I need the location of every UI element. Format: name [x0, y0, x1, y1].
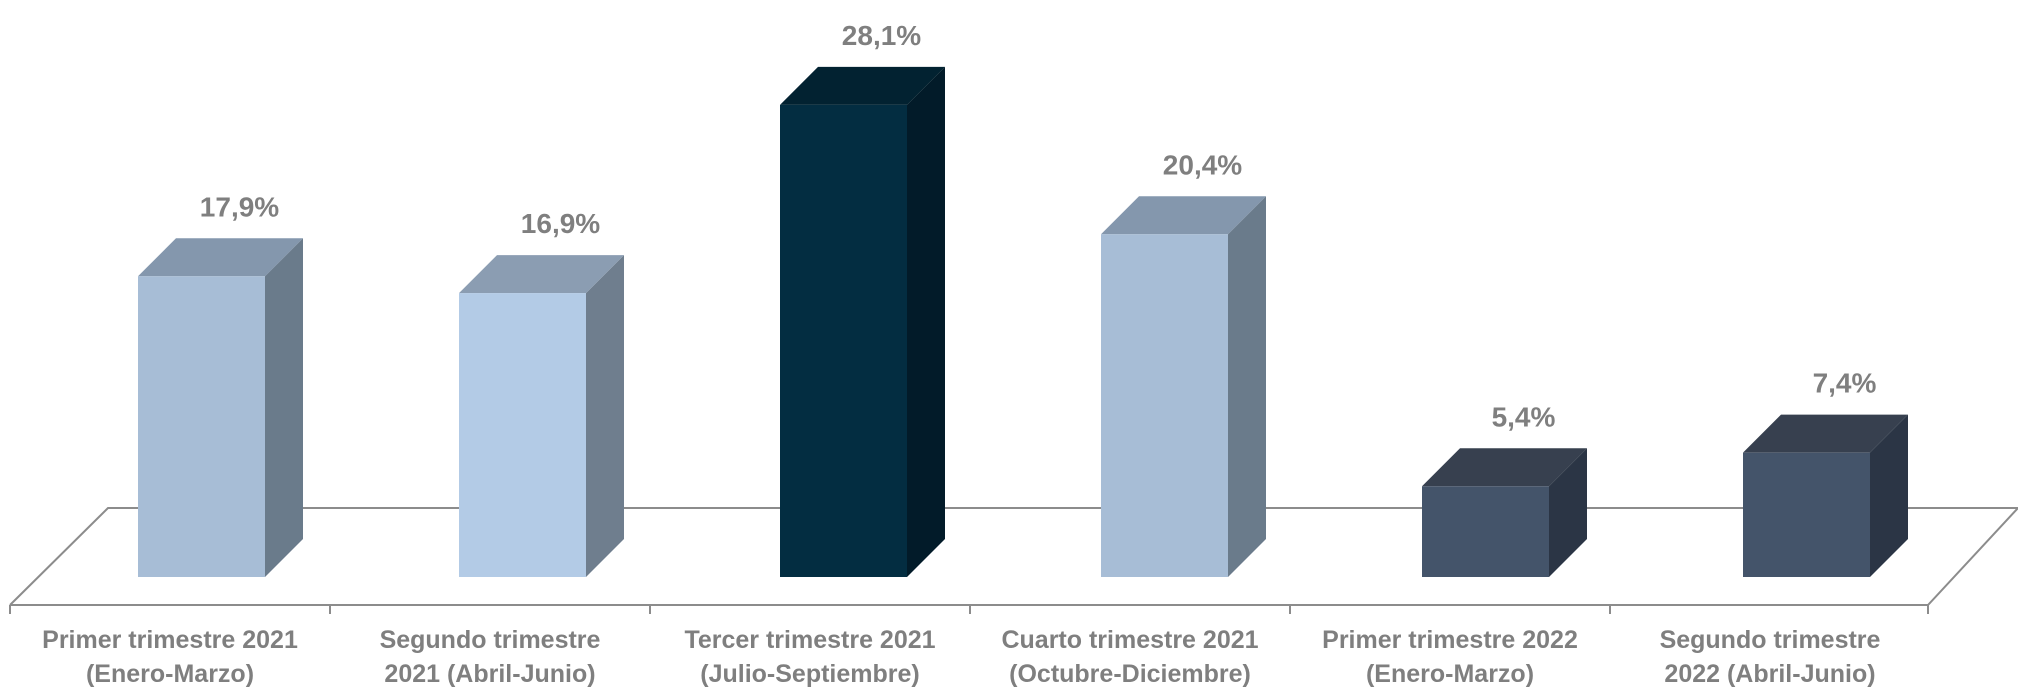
category-label: Primer trimestre 2022	[1322, 626, 1578, 654]
category-label: Cuarto trimestre 2021	[1001, 626, 1258, 654]
bar-side	[1228, 196, 1266, 577]
category-label: (Julio-Septiembre)	[700, 660, 919, 688]
bar-front	[780, 104, 907, 578]
data-label: 17,9%	[200, 191, 279, 222]
category-label: Segundo trimestre	[1660, 626, 1881, 654]
data-label: 5,4%	[1492, 401, 1556, 432]
data-label: 7,4%	[1813, 368, 1877, 399]
bars	[138, 66, 1908, 578]
bar	[138, 238, 303, 577]
bar-top	[1422, 448, 1587, 487]
bar	[780, 66, 945, 578]
chart-floor	[9, 507, 2018, 614]
bar-front	[1743, 452, 1870, 577]
bar	[1743, 414, 1908, 577]
bar-front	[459, 293, 586, 577]
category-labels: Primer trimestre 2021 (Enero-Marzo) Segund…	[42, 626, 1880, 688]
bar-top	[1101, 196, 1266, 235]
floor-outline	[9, 507, 2018, 606]
category-label: Segundo trimestre	[380, 626, 601, 654]
data-label: 20,4%	[1163, 149, 1242, 180]
bar-top	[459, 255, 624, 294]
bar-top	[780, 66, 945, 105]
bar-side	[1870, 414, 1908, 577]
bar-side	[265, 238, 303, 577]
category-label: 2021 (Abril-Junio)	[384, 660, 595, 688]
bar-side	[1549, 448, 1587, 577]
category-label: (Octubre-Diciembre)	[1009, 660, 1251, 688]
bar	[1101, 196, 1266, 577]
data-label: 16,9%	[521, 208, 600, 239]
bar-front	[1422, 486, 1549, 577]
bar-top	[138, 238, 303, 277]
data-labels: 17,9% 16,9% 28,1% 20,4% 5,4% 7,4%	[200, 20, 1877, 432]
category-label: Tercer trimestre 2021	[684, 626, 935, 654]
category-label: (Enero-Marzo)	[1366, 660, 1534, 688]
bar-side	[586, 255, 624, 577]
bar	[459, 255, 624, 577]
data-label: 28,1%	[842, 20, 921, 51]
category-label: (Enero-Marzo)	[86, 660, 254, 688]
bar	[1422, 448, 1587, 577]
bar-side	[907, 66, 945, 578]
category-label: 2022 (Abril-Junio)	[1664, 660, 1875, 688]
bar-front	[138, 276, 265, 577]
bar-top	[1743, 414, 1908, 453]
category-label: Primer trimestre 2021	[42, 626, 298, 654]
bar-front	[1101, 234, 1228, 577]
